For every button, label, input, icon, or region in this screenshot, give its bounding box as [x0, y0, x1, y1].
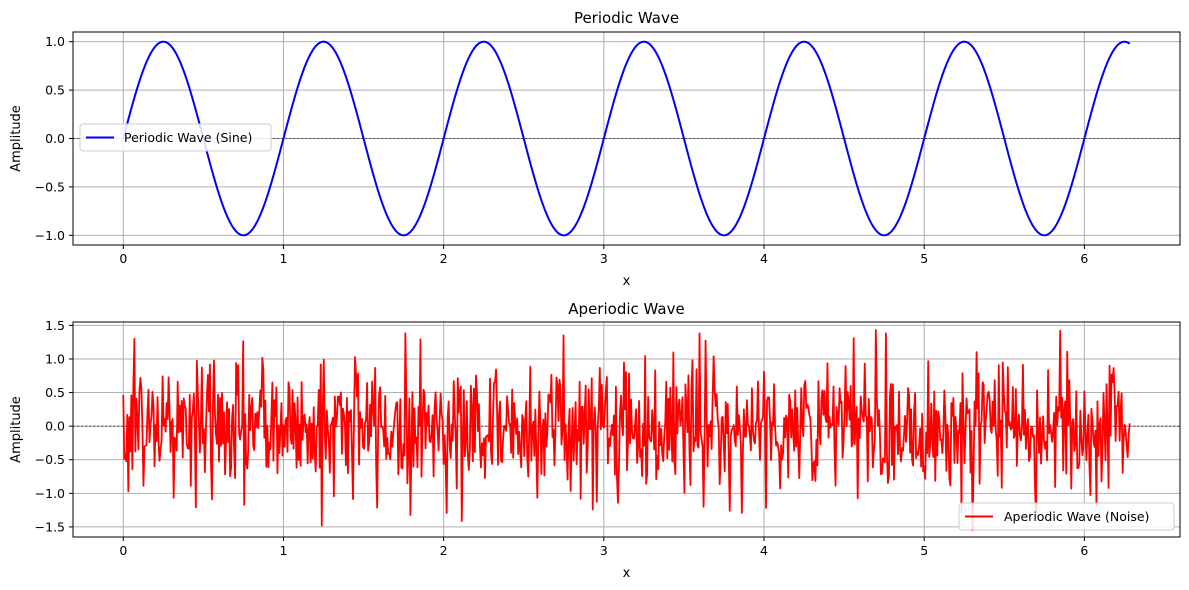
aperiodic-series-line: [122, 329, 1131, 532]
aperiodic-ytick-label: 1.0: [45, 351, 65, 366]
periodic-xtick-label: 2: [440, 251, 448, 266]
periodic-xtick-label: 4: [760, 251, 768, 266]
aperiodic-ytick-label: −1.5: [35, 519, 65, 534]
aperiodic-wave-legend: Aperiodic Wave (Noise): [958, 502, 1175, 531]
periodic-wave-ylabel: Amplitude: [9, 105, 24, 172]
legend-label-noise: Aperiodic Wave (Noise): [1004, 509, 1149, 524]
periodic-wave-title: Periodic Wave: [574, 9, 679, 27]
periodic-xtick-label: 6: [1080, 251, 1088, 266]
periodic-ytick-label: 0.0: [45, 131, 65, 146]
periodic-xtick-label: 0: [119, 251, 127, 266]
aperiodic-wave-xlabel: x: [623, 566, 631, 581]
aperiodic-ytick-label: −1.0: [35, 486, 65, 501]
aperiodic-xtick-label: 4: [760, 543, 768, 558]
periodic-xtick-label: 3: [600, 251, 608, 266]
aperiodic-xtick-label: 6: [1080, 543, 1088, 558]
aperiodic-wave-axes: 0 1 2 3 4 5 6 −1.5 −1.0 −0.5 0.0 0.5 1.0 1.5 Aperiodi…: [9, 300, 1181, 581]
periodic-xtick-label: 1: [279, 251, 287, 266]
periodic-ytick-label: −1.0: [35, 228, 65, 243]
periodic-wave-axes: 0 1 2 3 4 5 6 −1.0 −0.5 0.0 0.5 1.0 Periodic Wave x…: [9, 9, 1181, 289]
aperiodic-xtick-label: 0: [119, 543, 127, 558]
periodic-ytick-label: −0.5: [35, 179, 65, 194]
aperiodic-xtick-label: 2: [440, 543, 448, 558]
periodic-wave-legend: Periodic Wave (Sine): [79, 123, 272, 152]
aperiodic-ytick-label: −0.5: [35, 452, 65, 467]
periodic-wave-xlabel: x: [623, 274, 631, 289]
periodic-ytick-label: 0.5: [45, 83, 65, 98]
periodic-xtick-label: 5: [920, 251, 928, 266]
aperiodic-xtick-label: 5: [920, 543, 928, 558]
periodic-series-line: [122, 40, 1131, 237]
aperiodic-xtick-label: 3: [600, 543, 608, 558]
aperiodic-ytick-label: 1.5: [45, 318, 65, 333]
aperiodic-wave-title: Aperiodic Wave: [568, 300, 684, 318]
periodic-ytick-label: 1.0: [45, 34, 65, 49]
aperiodic-ytick-label: 0.0: [45, 419, 65, 434]
legend-label-sine: Periodic Wave (Sine): [124, 130, 252, 145]
aperiodic-xtick-label: 1: [279, 543, 287, 558]
aperiodic-ytick-label: 0.5: [45, 385, 65, 400]
aperiodic-wave-ylabel: Amplitude: [9, 396, 24, 463]
